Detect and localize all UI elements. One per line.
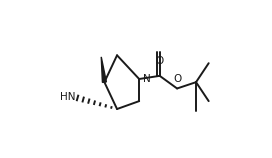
- Polygon shape: [101, 57, 106, 82]
- Text: N: N: [143, 74, 151, 84]
- Text: O: O: [173, 74, 181, 84]
- Text: HN: HN: [60, 92, 76, 102]
- Text: O: O: [156, 56, 164, 66]
